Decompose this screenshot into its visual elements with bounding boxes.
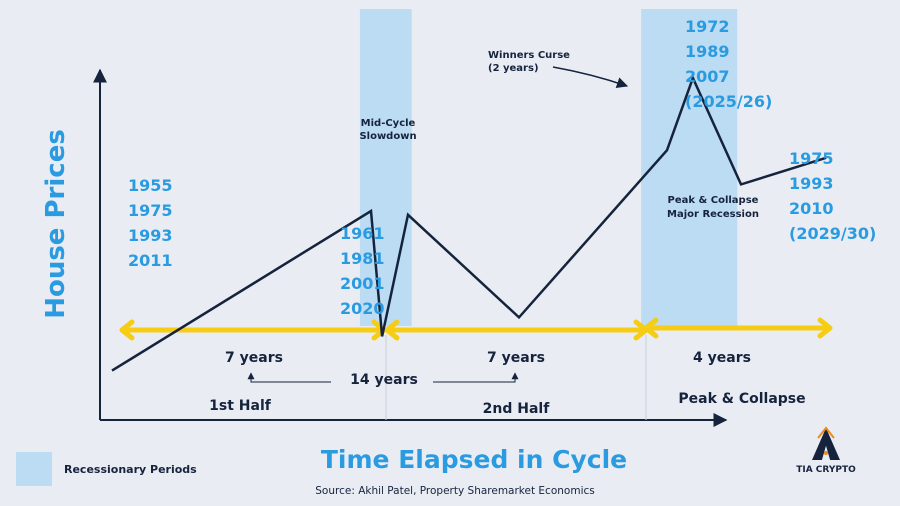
half-span-arrow-right <box>433 372 519 383</box>
midcycle-year-1: 1981 <box>340 249 385 268</box>
peak-collapse-label: Peak & Collapse <box>678 391 805 407</box>
midcycle-year-3: 2020 <box>340 299 385 318</box>
winners-curse-line-2: (2 years) <box>488 63 539 74</box>
midcycle-year-0: 1961 <box>340 224 385 243</box>
end-year-3: (2029/30) <box>789 224 876 243</box>
brand-name: TIA CRYPTO <box>796 465 856 475</box>
mid-cycle-label-line-1: Mid-Cycle <box>361 118 416 129</box>
legend-label: Recessionary Periods <box>64 463 197 476</box>
peak-collapse-line-2: Major Recession <box>667 209 759 220</box>
start-year-1: 1975 <box>128 201 173 220</box>
half-span-arrow-left <box>247 372 331 383</box>
mid-cycle-label-line-2: Slowdown <box>359 131 416 142</box>
first-half-years: 7 years <box>225 350 283 366</box>
end-year-0: 1975 <box>789 149 834 168</box>
peak-year-0: 1972 <box>685 17 730 36</box>
legend-swatch <box>16 452 52 486</box>
winners-curse-arrow <box>552 66 629 89</box>
peak-collapse-line-1: Peak & Collapse <box>668 195 759 206</box>
y-axis-title: House Prices <box>41 129 71 319</box>
tia-crypto-logo: TIA CRYPTO <box>796 426 856 475</box>
end-year-2: 2010 <box>789 199 834 218</box>
recession-band-midcycle <box>359 9 412 326</box>
peak-collapse-years: 4 years <box>693 350 751 366</box>
start-year-2: 1993 <box>128 226 173 245</box>
x-axis-title: Time Elapsed in Cycle <box>321 445 627 474</box>
first-half-label: 1st Half <box>209 398 272 414</box>
winners-curse-line-1: Winners Curse <box>488 50 570 61</box>
peak-year-3: (2025/26) <box>685 92 772 111</box>
end-year-1: 1993 <box>789 174 834 193</box>
peak-year-2: 2007 <box>685 67 730 86</box>
peak-year-1: 1989 <box>685 42 730 61</box>
price-line <box>111 74 827 372</box>
start-year-3: 2011 <box>128 251 173 270</box>
second-half-years: 7 years <box>487 350 545 366</box>
recession-band-peak <box>641 9 738 326</box>
midcycle-year-2: 2001 <box>340 274 385 293</box>
second-half-label: 2nd Half <box>483 401 551 417</box>
source-note: Source: Akhil Patel, Property Sharemarke… <box>315 485 594 497</box>
half-span-label: 14 years <box>350 372 418 388</box>
start-year-0: 1955 <box>128 176 173 195</box>
